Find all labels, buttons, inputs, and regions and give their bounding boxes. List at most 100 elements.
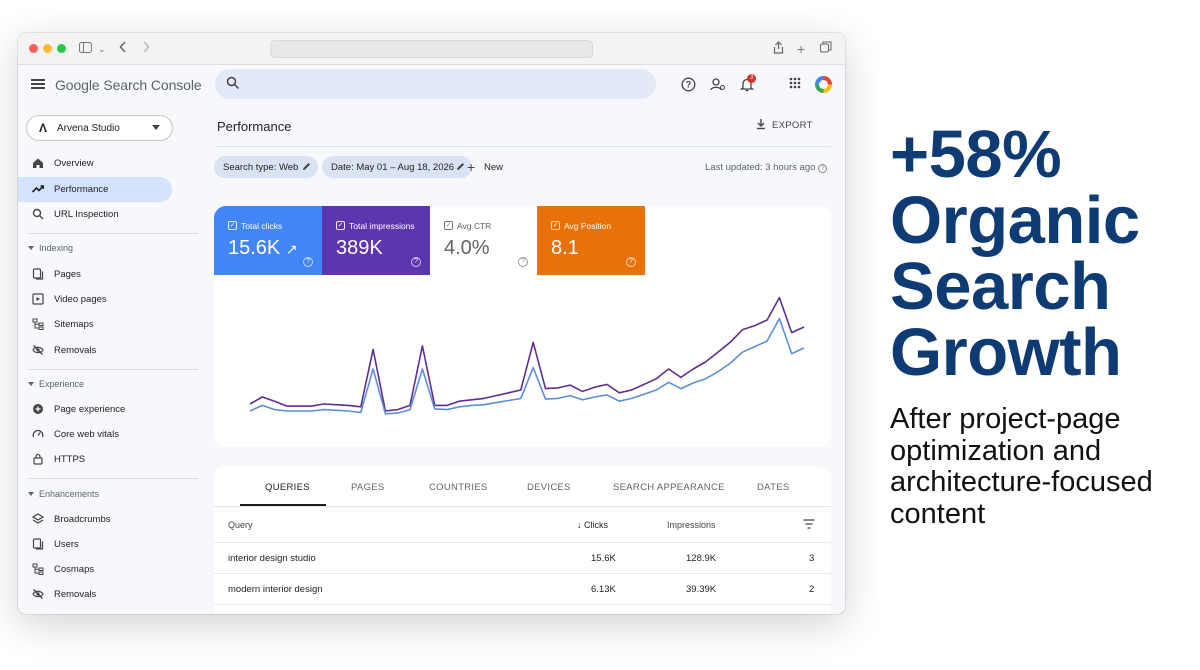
property-logo-icon: Λ: [39, 121, 48, 135]
metric-total-clicks[interactable]: ✓ Total clicks 15.6K ↗ ?: [214, 206, 322, 275]
product-logo[interactable]: Google Search Console: [55, 77, 202, 93]
sidebar-item-users[interactable]: Users: [18, 532, 172, 557]
sidebar-item-label: Users: [54, 539, 79, 550]
search-input[interactable]: [215, 69, 656, 99]
new-filter-button[interactable]: + New: [467, 159, 504, 175]
cell-position: 2: [809, 584, 815, 595]
row-divider: [214, 604, 831, 605]
section-header-indexing[interactable]: Indexing: [28, 243, 73, 253]
checkbox-checked-icon[interactable]: ✓: [444, 221, 453, 230]
new-label: New: [484, 162, 504, 173]
maximize-window-button[interactable]: [57, 44, 66, 53]
cell-impressions: 128.9K: [686, 553, 717, 564]
manage-users-icon[interactable]: [710, 77, 726, 93]
tab-search-appearance[interactable]: SEARCH APPEARANCE: [613, 482, 725, 493]
browser-titlebar: ⌄ +: [18, 33, 845, 65]
sidebar-item-label: Pages: [54, 269, 81, 280]
tab-devices[interactable]: DEVICES: [527, 482, 571, 493]
tab-pages[interactable]: PAGES: [351, 482, 385, 493]
page-title: Performance: [217, 119, 292, 134]
metric-value: 8.1: [551, 237, 579, 259]
sidebar-item-removals-2[interactable]: Removals: [18, 582, 172, 607]
sidebar-item-performance[interactable]: Performance: [18, 177, 172, 202]
chip-label: Search type: Web: [223, 162, 299, 173]
headline-line: Search: [890, 249, 1111, 324]
performance-line-chart: 01/05/2026 20/05/2026 10/06/2026 10/06/2026…: [249, 296, 805, 415]
share-icon[interactable]: [773, 41, 784, 58]
sidebar-item-label: URL Inspection: [54, 209, 119, 220]
close-window-button[interactable]: [29, 44, 38, 53]
checkbox-checked-icon[interactable]: ✓: [228, 221, 237, 230]
checkbox-checked-icon[interactable]: ✓: [336, 221, 345, 230]
active-tab-indicator: [240, 504, 326, 506]
filter-chip-search-type[interactable]: Search type: Web: [214, 156, 318, 178]
property-selector[interactable]: Λ Arvena Studio: [26, 115, 173, 141]
forward-arrow-icon[interactable]: [142, 41, 150, 57]
sidebar-item-url-inspection[interactable]: URL Inspection: [18, 202, 172, 227]
column-header-clicks[interactable]: ↓ Clicks: [577, 520, 608, 530]
filter-rows-icon[interactable]: [803, 519, 815, 529]
section-header-experience[interactable]: Experience: [28, 379, 84, 389]
sidebar-item-page-experience[interactable]: Page experience: [18, 397, 172, 422]
sidebar-item-cosmaps[interactable]: Cosmaps: [18, 557, 172, 582]
help-icon[interactable]: ?: [818, 164, 828, 173]
sidebar-item-label: Cosmaps: [54, 564, 95, 575]
eye-off-icon: [32, 589, 44, 599]
sidebar-item-sitemaps[interactable]: Sitemaps: [18, 312, 172, 337]
sidebar-item-video-pages[interactable]: Video pages: [18, 287, 172, 312]
metric-value-number: 15.6K: [228, 237, 281, 259]
account-avatar[interactable]: [815, 76, 832, 93]
tab-overview-icon[interactable]: [820, 41, 832, 57]
column-header-query[interactable]: Query: [228, 520, 253, 530]
column-header-impressions[interactable]: Impressions: [667, 520, 716, 530]
checkbox-checked-icon[interactable]: ✓: [551, 221, 560, 230]
sidebar-item-label: Video pages: [54, 294, 107, 305]
tab-dates[interactable]: DATES: [757, 482, 790, 493]
cell-position: 3: [809, 553, 815, 564]
sidebar-item-pages[interactable]: Pages: [18, 262, 172, 287]
trend-up-icon: ↗: [285, 241, 298, 257]
help-icon[interactable]: ?: [411, 257, 421, 267]
sidebar-item-label: Removals: [54, 589, 97, 600]
sidebar-item-core-web-vitals[interactable]: Core web vitals: [18, 422, 172, 447]
metric-label: Avg Position: [564, 221, 612, 231]
tab-countries[interactable]: COUNTRIES: [429, 482, 488, 493]
main-menu-icon[interactable]: [31, 79, 45, 89]
sidebar-toggle-icon[interactable]: [79, 41, 92, 57]
new-tab-icon[interactable]: +: [797, 41, 806, 57]
sitemap-icon: [32, 318, 44, 330]
export-button[interactable]: EXPORT: [757, 119, 813, 131]
help-icon[interactable]: ?: [626, 257, 636, 267]
tab-queries[interactable]: QUERIES: [265, 482, 310, 493]
notification-count-badge: 3: [747, 74, 756, 83]
chevron-down-icon[interactable]: ⌄: [98, 44, 106, 54]
sidebar-item-https[interactable]: HTTPS: [18, 447, 172, 472]
chart-series-line-2: [249, 317, 805, 415]
users-icon: [32, 538, 44, 550]
subheadline-line: content: [890, 497, 986, 530]
search-icon: [226, 76, 240, 90]
metric-avg-ctr[interactable]: ✓ Avg CTR 4.0% ?: [430, 206, 538, 275]
section-header-enhancements[interactable]: Enhancements: [28, 489, 99, 499]
chip-label: Date: May 01 – Aug 18, 2026: [331, 162, 455, 173]
metric-total-impressions[interactable]: ✓ Total impressions 389K ?: [322, 206, 430, 275]
product-name: Google Search Console: [55, 77, 202, 93]
address-bar[interactable]: [270, 40, 593, 58]
last-updated-text: Last updated: 3 hours ago?: [705, 162, 828, 173]
sidebar-item-removals[interactable]: Removals: [18, 338, 172, 363]
sidebar-item-label: Broadcrumbs: [54, 514, 111, 525]
metric-avg-position[interactable]: ✓ Avg Position 8.1 ?: [537, 206, 645, 275]
headline-line: Organic: [890, 183, 1140, 258]
help-icon[interactable]: ?: [680, 77, 696, 93]
filter-chip-date[interactable]: Date: May 01 – Aug 18, 2026: [322, 156, 472, 178]
sidebar-item-label: Performance: [54, 184, 109, 195]
back-arrow-icon[interactable]: [119, 41, 127, 57]
help-icon[interactable]: ?: [303, 257, 313, 267]
sidebar-divider: [28, 369, 198, 370]
apps-grid-icon[interactable]: [787, 77, 803, 93]
help-icon[interactable]: ?: [518, 257, 528, 267]
sidebar-item-overview[interactable]: Overview: [18, 151, 172, 176]
minimize-window-button[interactable]: [43, 44, 52, 53]
sidebar-item-broadcrumbs[interactable]: Broadcrumbs: [18, 507, 172, 532]
